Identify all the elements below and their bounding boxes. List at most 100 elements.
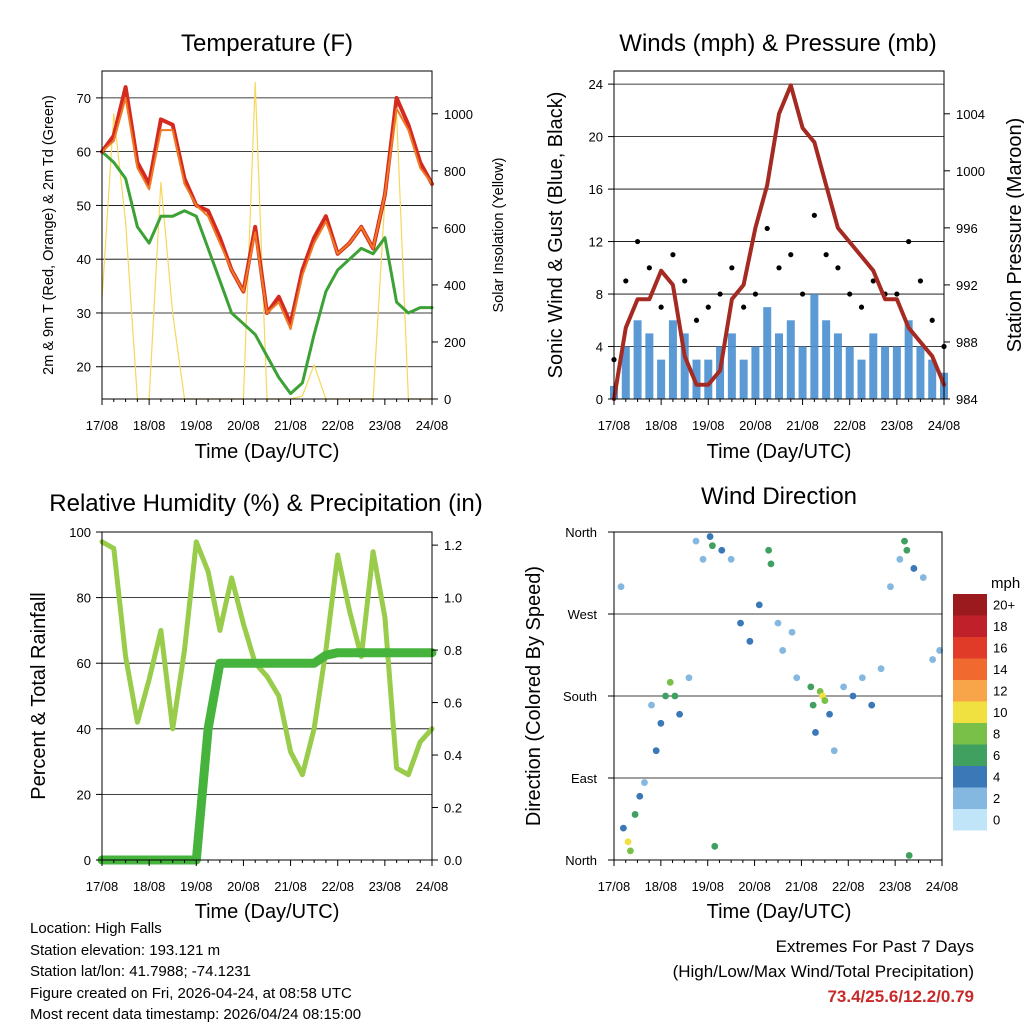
gust-point: [870, 278, 876, 284]
station-location: Location: High Falls: [30, 920, 162, 937]
gust-point: [693, 317, 700, 323]
direction-point: [624, 838, 632, 846]
x-tick-label: 24/08: [928, 418, 961, 433]
y2-tick-label: 0: [444, 392, 451, 407]
series-total-precipitation: [97, 648, 437, 865]
direction-point: [619, 824, 627, 832]
y-tick-label: 24: [589, 77, 603, 92]
direction-point: [812, 729, 819, 736]
gust-point: [788, 252, 794, 258]
x-tick-label: 19/08: [180, 879, 213, 894]
wind-bar: [857, 359, 866, 399]
direction-point: [910, 565, 918, 572]
winds-series: [610, 83, 948, 401]
y-tick-label: 20: [77, 787, 91, 802]
wind-bar: [822, 320, 831, 399]
x-tick-label: 22/08: [321, 418, 354, 433]
temperature-panel: Temperature (F) 20 30 40 50 60 70 0 200 400 600 8…: [41, 30, 507, 463]
direction-point: [755, 601, 763, 609]
x-tick-label: 18/08: [645, 418, 678, 433]
humidity-y2-ticks: 0.0 0.2 0.4 0.6 0.8 1.0 1.2: [432, 538, 462, 868]
y-tick-label: 70: [77, 91, 91, 106]
colorbar-label: 20+: [993, 598, 1015, 613]
x-tick-label: 19/08: [692, 418, 725, 433]
y-tick-label: 40: [77, 252, 91, 267]
colorbar-swatch: [953, 766, 987, 788]
humidity-xlabel: Time (Day/UTC): [195, 901, 340, 923]
colorbar-label: 4: [993, 770, 1000, 785]
x-tick-label: 19/08: [180, 418, 213, 433]
y-tick-label: 60: [77, 656, 91, 671]
wind-bar: [892, 346, 901, 399]
direction-point: [711, 842, 719, 850]
temperature-y2-ticks: 0 200 400 600 800 1000: [432, 107, 473, 407]
humidity-plot-frame: [101, 531, 433, 861]
direction-title: Wind Direction: [701, 483, 857, 510]
y2-tick-label: 1004: [956, 107, 985, 122]
x-tick-label: 17/08: [86, 418, 119, 433]
y-tick-label: 20: [589, 130, 603, 145]
direction-point: [636, 792, 644, 800]
y-tick-label: 50: [77, 198, 91, 213]
direction-point: [779, 647, 787, 654]
wind-bar: [751, 346, 760, 399]
winds-y2-ticks: 984 988 992 996 1000 1004: [944, 107, 985, 407]
direction-panel: Wind Direction North East South West North 1…: [523, 483, 1020, 923]
colorbar-swatch: [953, 809, 987, 831]
y-tick-label: 8: [596, 287, 603, 302]
station-info: Location: High Falls Station elevation: …: [30, 918, 361, 1026]
extremes-heading: Extremes For Past 7 Days: [775, 937, 974, 956]
gust-point: [752, 291, 759, 297]
y-tick-label: 30: [77, 306, 91, 321]
colorbar-label: 14: [993, 662, 1007, 677]
x-tick-label: 24/08: [926, 879, 959, 894]
wind-bar: [680, 333, 689, 399]
station-elevation: Station elevation: 193.121 m: [30, 941, 221, 959]
gust-point: [717, 291, 723, 297]
direction-point: [901, 537, 908, 545]
direction-point: [887, 583, 894, 591]
direction-point: [903, 546, 911, 554]
direction-point: [807, 683, 815, 691]
direction-point: [826, 710, 833, 718]
gust-point: [835, 265, 841, 271]
x-tick-label: 17/08: [598, 418, 631, 433]
direction-ylabel: Direction (Colored By Speed): [523, 566, 545, 826]
direction-point: [685, 674, 693, 682]
gust-point: [741, 304, 747, 310]
winds-ylabel: Sonic Wind & Gust (Blue, Black): [545, 92, 567, 379]
y-tick-label: 4: [596, 340, 603, 355]
direction-point: [727, 555, 735, 563]
gust-point: [917, 278, 924, 284]
y2-tick-label: 1.0: [444, 591, 462, 606]
colorbar-label: 18: [993, 619, 1007, 634]
direction-point: [830, 747, 838, 755]
direction-point: [627, 847, 634, 855]
wind-bar: [916, 346, 925, 399]
colorbar-label: 2: [993, 791, 1000, 806]
x-tick-label: 22/08: [832, 879, 865, 894]
gust-point: [764, 225, 770, 232]
x-tick-label: 20/08: [227, 418, 260, 433]
y2-tick-label: 800: [444, 164, 466, 179]
direction-point: [652, 747, 660, 755]
temperature-title: Temperature (F): [181, 30, 353, 57]
y2-tick-label: 600: [444, 221, 466, 236]
gust-point: [658, 304, 664, 310]
colorbar-unit-label: mph: [991, 575, 1020, 592]
direction-point: [821, 697, 829, 704]
y2-tick-label: 0.8: [444, 643, 462, 658]
x-tick-label: 22/08: [321, 879, 354, 894]
x-tick-label: 23/08: [881, 418, 914, 433]
gust-point: [929, 317, 935, 323]
wind-bar: [668, 320, 677, 399]
winds-panel: Winds (mph) & Pressure (mb) 04812162024 …: [545, 30, 1024, 463]
wind-bar: [869, 333, 878, 399]
temperature-x-ticks: 17/08 18/08 19/08 20/08 21/08 22/08 23/08 24/08: [86, 399, 448, 433]
direction-point: [905, 852, 913, 859]
y2-tick-label: 992: [956, 278, 978, 293]
winds-x-ticks: 17/08 18/08 19/08 20/08 21/08 22/08 23/08 24/08: [598, 399, 961, 433]
colorbar-swatch: [953, 594, 987, 616]
direction-y-ticks: North East South West North: [563, 525, 614, 868]
